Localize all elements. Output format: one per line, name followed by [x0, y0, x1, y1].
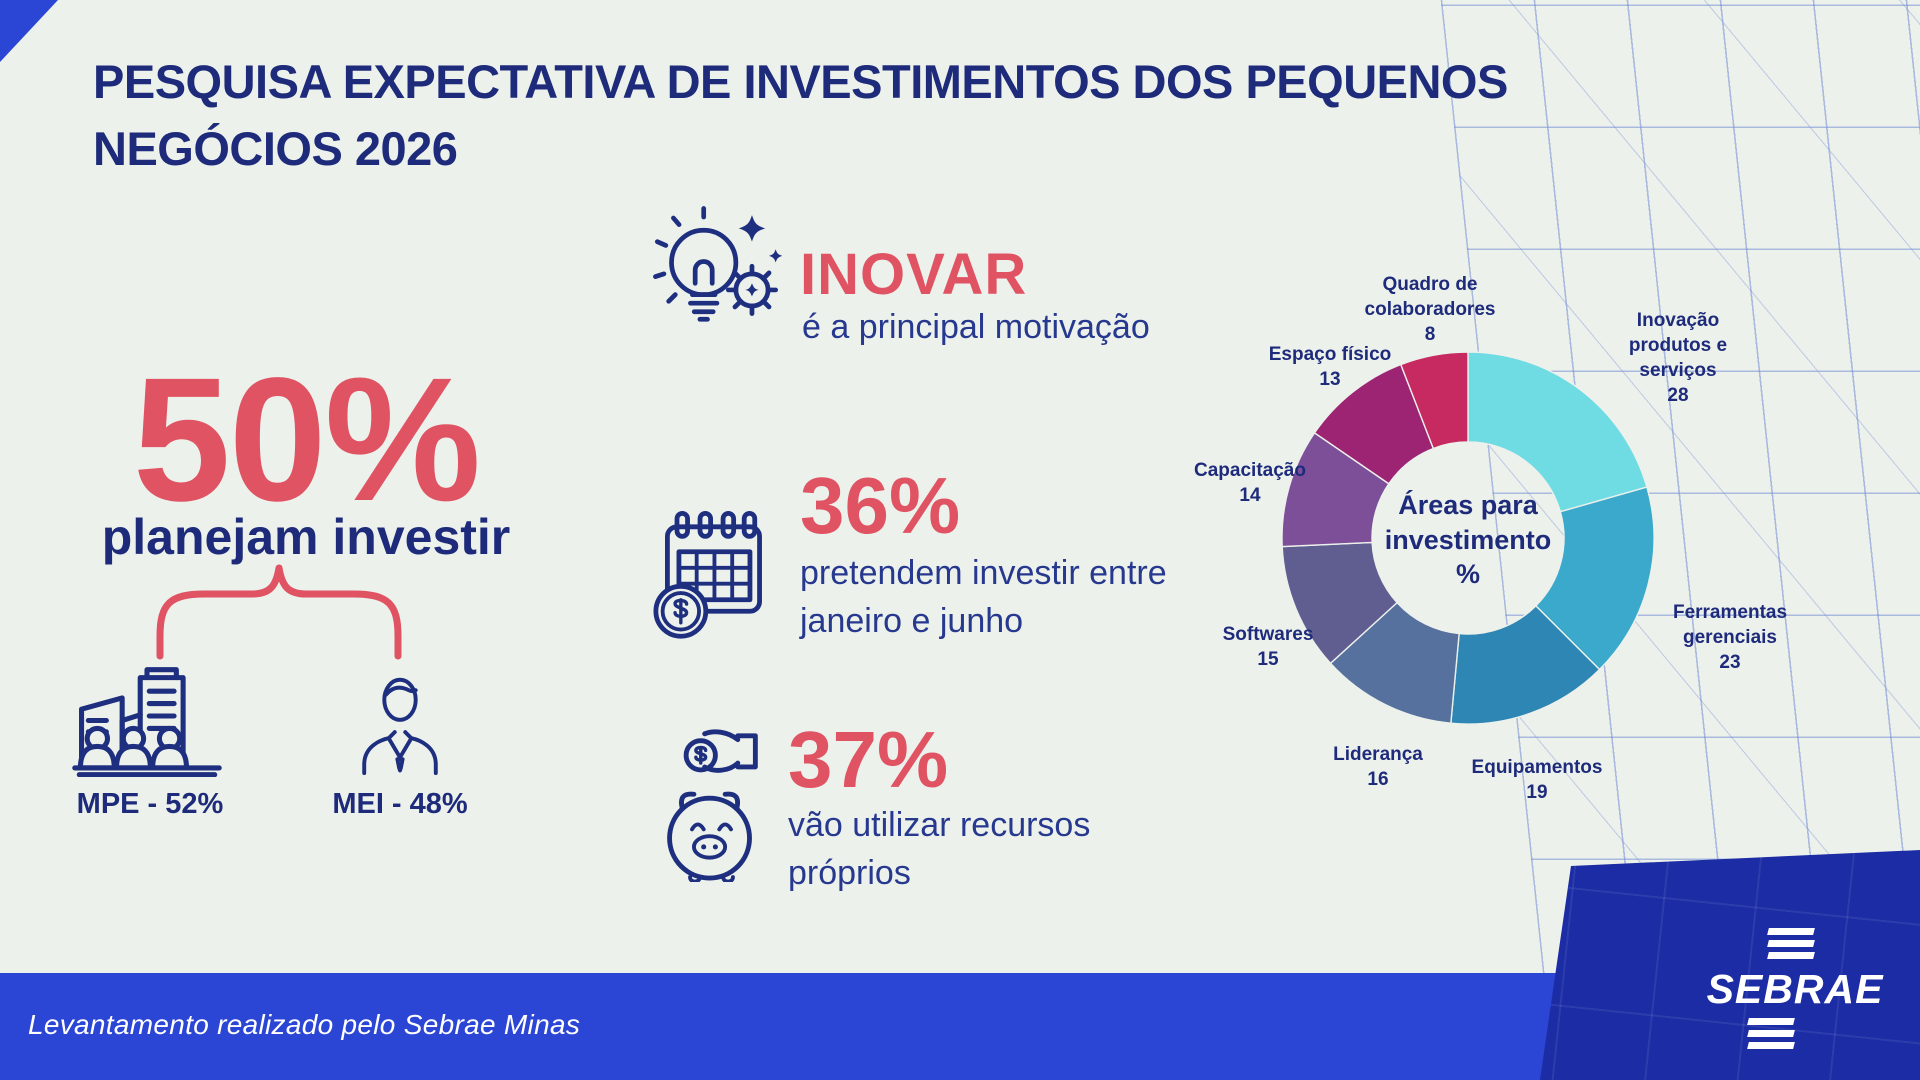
- sebrae-logo-bars-top: [1767, 928, 1815, 959]
- highlight-3-text: vão utilizar recursos próprios: [788, 806, 1091, 892]
- donut-center-label: Áreas para investimento %: [1384, 490, 1552, 590]
- chart-label-inovacao-produtos-servicos: Inovação produtos e serviços 28: [1628, 310, 1728, 407]
- chart-label-lideranca: Liderança 16: [1333, 744, 1423, 791]
- innovation-lightbulb-gear-icon: [653, 206, 783, 322]
- businessman-icon: [362, 677, 438, 775]
- sebrae-logo-bars-bottom: [1747, 1018, 1795, 1049]
- chart-label-softwares: Softwares 15: [1222, 624, 1314, 671]
- chart-label-capacitacao: Capacitação 14: [1194, 460, 1306, 507]
- highlight-1-text: é a principal motivação: [802, 308, 1150, 346]
- chart-label-equipamentos: Equipamentos 19: [1471, 757, 1603, 804]
- piggy-bank-savings-icon: [667, 729, 758, 882]
- highlight-3-headline: 37%: [788, 715, 949, 804]
- page-title-line-1: PESQUISA EXPECTATIVA DE INVESTIMENTOS DO…: [93, 55, 1508, 108]
- investment-areas-donut-chart: [1281, 351, 1655, 725]
- donut-slice-ferramentas-gerenciais: [1534, 486, 1655, 671]
- chart-label-ferramentas-gerenciais: Ferramentas gerenciais 23: [1672, 602, 1788, 674]
- buildings-people-icon: [72, 667, 222, 777]
- footer-note: Levantamento realizado pelo Sebrae Minas: [28, 1009, 581, 1040]
- page-title-line-2: NEGÓCIOS 2026: [93, 122, 458, 176]
- donut-slice-inovacao-produtos-servicos: [1467, 351, 1648, 513]
- split-label-mei: MEI - 48%: [332, 788, 468, 820]
- corner-accent-triangle: [0, 0, 58, 62]
- chart-label-espaco-fisico: Espaço físico 13: [1268, 344, 1392, 391]
- split-brace-shape: [156, 564, 402, 660]
- highlight-2-headline: 36%: [800, 461, 961, 550]
- sebrae-logo: SEBRAE: [1706, 966, 1884, 1012]
- plan-percent-label: planejam investir: [101, 509, 511, 565]
- highlight-1-headline: INOVAR: [800, 242, 1028, 307]
- chart-label-quadro-colaboradores: Quadro de colaboradores 8: [1364, 274, 1496, 346]
- split-label-mpe: MPE - 52%: [76, 788, 224, 820]
- page-title: PESQUISA EXPECTATIVA DE INVESTIMENTOS DO…: [93, 48, 1508, 182]
- highlight-2-text: pretendem investir entre janeiro e junho: [800, 554, 1167, 640]
- donut-slice-quadro-colaboradores: [1399, 351, 1469, 450]
- plan-percent-value: 50%: [132, 342, 481, 538]
- calendar-money-icon: [653, 510, 762, 639]
